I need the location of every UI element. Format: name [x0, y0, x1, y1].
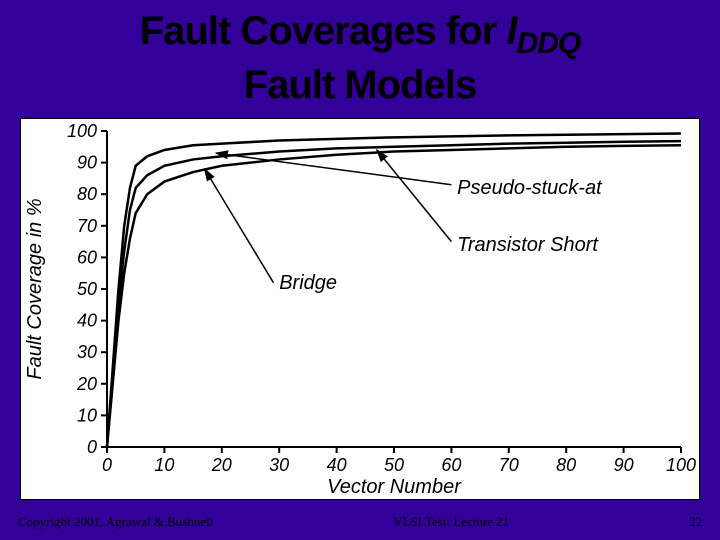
footer: Copyright 2001, Agrawal & Bushnell VLSI …: [18, 514, 702, 530]
svg-text:70: 70: [499, 455, 519, 475]
svg-text:70: 70: [77, 215, 97, 235]
svg-text:Pseudo-stuck-at: Pseudo-stuck-at: [457, 177, 603, 199]
svg-text:50: 50: [77, 279, 97, 299]
svg-text:100: 100: [67, 121, 97, 141]
svg-text:60: 60: [441, 455, 461, 475]
svg-text:30: 30: [269, 455, 289, 475]
svg-text:60: 60: [77, 247, 97, 267]
footer-lecture: VLSI Test: Lecture 21: [393, 514, 509, 530]
svg-text:Vector Number: Vector Number: [327, 476, 462, 497]
svg-text:Transistor Short: Transistor Short: [457, 234, 599, 256]
svg-text:20: 20: [211, 455, 232, 475]
footer-copyright: Copyright 2001, Agrawal & Bushnell: [18, 514, 213, 530]
svg-text:80: 80: [556, 455, 576, 475]
title-line-2: Fault Models: [0, 62, 720, 108]
slide-title: Fault Coverages for IDDQ Fault Models: [0, 0, 720, 112]
svg-text:10: 10: [154, 455, 174, 475]
svg-text:100: 100: [666, 455, 696, 475]
svg-text:40: 40: [327, 455, 347, 475]
title-symbol-sub: DDQ: [517, 27, 581, 60]
title-symbol-main: I: [506, 9, 516, 53]
svg-text:90: 90: [614, 455, 634, 475]
footer-page-number: 22: [689, 514, 702, 530]
fault-coverage-chart: 0 10 20 30 40 50 60 70 80 90 100 0 10 20 30 40 50 60 70 80 9…: [21, 119, 701, 497]
title-line-1: Fault Coverages for IDDQ: [0, 8, 720, 62]
svg-text:Bridge: Bridge: [279, 272, 337, 294]
svg-text:Fault Coverage in %: Fault Coverage in %: [24, 198, 46, 379]
svg-text:50: 50: [384, 455, 404, 475]
chart-container: 0 10 20 30 40 50 60 70 80 90 100 0 10 20 30 40 50 60 70 80 9…: [20, 118, 700, 500]
svg-text:30: 30: [77, 342, 97, 362]
svg-text:10: 10: [77, 405, 97, 425]
svg-text:80: 80: [77, 184, 97, 204]
svg-text:0: 0: [102, 455, 112, 475]
svg-text:20: 20: [76, 373, 97, 393]
svg-text:40: 40: [77, 310, 97, 330]
svg-text:0: 0: [87, 437, 97, 457]
title-prefix: Fault Coverages for: [140, 9, 507, 53]
svg-text:90: 90: [77, 152, 97, 172]
